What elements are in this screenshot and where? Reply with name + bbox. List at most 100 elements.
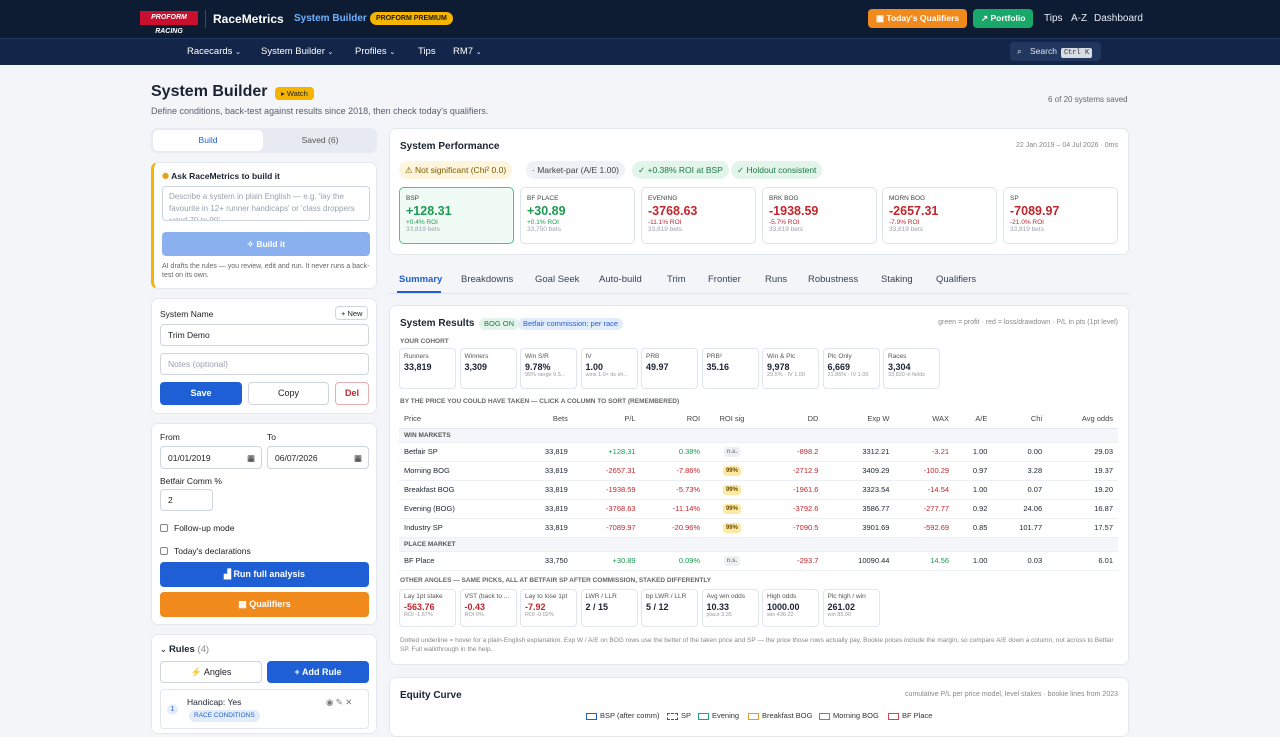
table-row[interactable]: Morning BOG 33,819 -2657.31 -7.86% 99% -2712.…: [399, 461, 1118, 481]
table-row[interactable]: BF Place 33,750 +30.89 0.09% n.s. -293.7 10090…: [399, 551, 1118, 571]
table-row[interactable]: Breakfast BOG 33,819 -1938.59 -5.73% 99% -196…: [399, 480, 1118, 500]
tab-auto-build[interactable]: Auto-build: [599, 274, 642, 285]
proform-logo[interactable]: PROFORM RACING: [140, 11, 198, 35]
angles-button[interactable]: ⚡ Angles: [160, 661, 262, 683]
angle-sub: ROI -0.02%: [525, 612, 554, 618]
legend-item[interactable]: Morning BOG: [819, 711, 879, 720]
table-cell: -14.54: [894, 480, 955, 500]
nav-racecards[interactable]: Racecards ⌄: [187, 46, 241, 57]
comm-label: Betfair Comm %: [160, 476, 222, 486]
play-icon: ▸: [281, 89, 287, 98]
column-header[interactable]: Bets: [518, 409, 573, 429]
commission-badge: Betfair commission: per race: [518, 318, 624, 330]
tab-breakdowns[interactable]: Breakdowns: [461, 274, 514, 285]
tab-qualifiers[interactable]: Qualifiers: [936, 274, 977, 285]
legend-item[interactable]: Breakfast BOG: [748, 711, 812, 720]
calendar-icon[interactable]: ▦: [353, 453, 362, 463]
tab-saved[interactable]: Saved (6): [301, 135, 339, 145]
edit-icon[interactable]: ✎: [335, 697, 343, 707]
build-it-button[interactable]: ✧ Build it: [162, 232, 370, 256]
declarations-checkbox[interactable]: [160, 547, 168, 555]
delete-button[interactable]: Del: [335, 382, 369, 405]
remove-icon[interactable]: ✕: [345, 697, 353, 707]
tab-staking[interactable]: Staking: [881, 274, 913, 285]
rules-title[interactable]: ⌄ Rules (4): [160, 644, 209, 655]
column-header[interactable]: Avg odds: [1047, 409, 1118, 429]
kpi-card[interactable]: BSP +128.31 +0.4% ROI 33,819 bets: [399, 187, 514, 244]
notes-input[interactable]: Notes (optional): [160, 353, 369, 375]
nav-rm7[interactable]: RM7 ⌄: [453, 46, 482, 57]
cohort-stat: IV 1.00 wins 1.0× its sh...: [580, 348, 638, 389]
angle-label: Avg win odds: [706, 593, 746, 600]
system-name-input[interactable]: Trim Demo: [160, 324, 369, 346]
new-system-button[interactable]: + New: [335, 306, 369, 320]
kpi-card[interactable]: MORN BOG -2657.31 -7.9% ROI 33,819 bets: [882, 187, 997, 244]
kpi-card[interactable]: SP -7089.97 -21.0% ROI 33,819 bets: [1003, 187, 1118, 244]
kpi-roi: -7.9% ROI: [889, 219, 920, 226]
tab-summary[interactable]: Summary: [399, 274, 443, 285]
stat-sub: 95% range 9.5...: [525, 372, 566, 378]
qualifiers-button[interactable]: ▦ Qualifiers: [160, 592, 369, 617]
stat-value: 6,669: [827, 362, 851, 372]
ask-title: ✺ Ask RaceMetrics to build it: [162, 171, 280, 182]
column-header[interactable]: P/L: [572, 409, 641, 429]
top-link-tips[interactable]: Tips: [1044, 13, 1063, 24]
ask-textarea[interactable]: Describe a system in plain English — e.g…: [162, 186, 370, 221]
top-link-a-z[interactable]: A-Z: [1071, 13, 1088, 24]
copy-button[interactable]: Copy: [248, 382, 329, 405]
legend-item[interactable]: BF Place: [888, 711, 932, 720]
legend-item[interactable]: SP: [667, 711, 691, 720]
column-header[interactable]: A/E: [954, 409, 993, 429]
from-date-input[interactable]: 01/01/2019 ▦: [160, 446, 262, 469]
kpi-roi: +0.1% ROI: [527, 219, 559, 226]
top-link-dashboard[interactable]: Dashboard: [1094, 13, 1143, 24]
table-row[interactable]: Betfair SP 33,819 +128.31 0.38% n.s. -898.2 33…: [399, 442, 1118, 462]
legend-item[interactable]: BSP (after comm): [586, 711, 659, 720]
table-row[interactable]: Industry SP 33,819 -7089.97 -20.96% 99% -7090…: [399, 518, 1118, 538]
column-header[interactable]: Chi: [992, 409, 1048, 429]
tab-robustness[interactable]: Robustness: [808, 274, 859, 285]
nav-profiles[interactable]: Profiles ⌄: [355, 46, 395, 57]
stat-sub: 21.86% · IV 1.00: [827, 372, 869, 378]
tab-goal-seek[interactable]: Goal Seek: [535, 274, 580, 285]
kpi-card[interactable]: EVENING -3768.63 -11.1% ROI 33,819 bets: [641, 187, 756, 244]
search-button[interactable]: ⌕ Search Ctrl K: [1010, 42, 1101, 61]
table-cell: 33,819: [518, 499, 573, 519]
column-header[interactable]: ROI: [640, 409, 706, 429]
tab-build[interactable]: Build: [153, 130, 263, 151]
portfolio-button[interactable]: ↗ Portfolio: [973, 9, 1034, 28]
stat-label: Winners: [464, 353, 489, 360]
comm-input[interactable]: 2: [160, 489, 213, 511]
calendar-icon[interactable]: ▦: [246, 453, 255, 463]
table-row[interactable]: Evening (BOG) 33,819 -3768.63 -11.14% 99% -37…: [399, 499, 1118, 519]
todays-qualifiers-button[interactable]: ▦ Today's Qualifiers: [868, 9, 968, 28]
save-button[interactable]: Save: [160, 382, 242, 405]
tab-runs[interactable]: Runs: [765, 274, 788, 285]
table-section-row: WIN MARKETS: [399, 428, 1118, 443]
column-header[interactable]: DD: [763, 409, 824, 429]
tab-frontier[interactable]: Frontier: [708, 274, 741, 285]
cohort-label: YOUR COHORT: [400, 338, 449, 345]
column-header[interactable]: WAX: [894, 409, 955, 429]
eye-icon[interactable]: ◉: [326, 697, 334, 707]
column-header[interactable]: ROI sig: [705, 409, 764, 429]
kpi-card[interactable]: BRK BOG -1938.59 -5.7% ROI 33,819 bets: [762, 187, 877, 244]
run-analysis-button[interactable]: ▟ Run full analysis: [160, 562, 369, 587]
significance-badge: 99%: [722, 523, 741, 533]
nav-tips[interactable]: Tips: [418, 46, 436, 57]
tab-trim[interactable]: Trim: [667, 274, 686, 285]
to-date-input[interactable]: 06/07/2026 ▦: [267, 446, 369, 469]
rule-item[interactable]: 1 Handicap: Yes RACE CONDITIONS ◉ ✎ ✕: [160, 689, 369, 729]
add-rule-button[interactable]: + Add Rule: [267, 661, 369, 683]
column-header[interactable]: Price: [399, 409, 519, 429]
nav-system-builder[interactable]: System Builder ⌄: [261, 46, 333, 57]
active-tab-indicator: [397, 291, 441, 293]
brand-name[interactable]: RaceMetrics: [213, 12, 284, 26]
kpi-card[interactable]: BF PLACE +30.89 +0.1% ROI 33,750 bets: [520, 187, 635, 244]
watch-button[interactable]: ▸ Watch: [275, 87, 314, 100]
watch-label: Watch: [286, 89, 308, 98]
column-header[interactable]: Exp W: [823, 409, 895, 429]
followup-checkbox[interactable]: [160, 524, 168, 532]
legend-item[interactable]: Evening: [698, 711, 739, 720]
kpi-name: MORN BOG: [889, 195, 926, 202]
